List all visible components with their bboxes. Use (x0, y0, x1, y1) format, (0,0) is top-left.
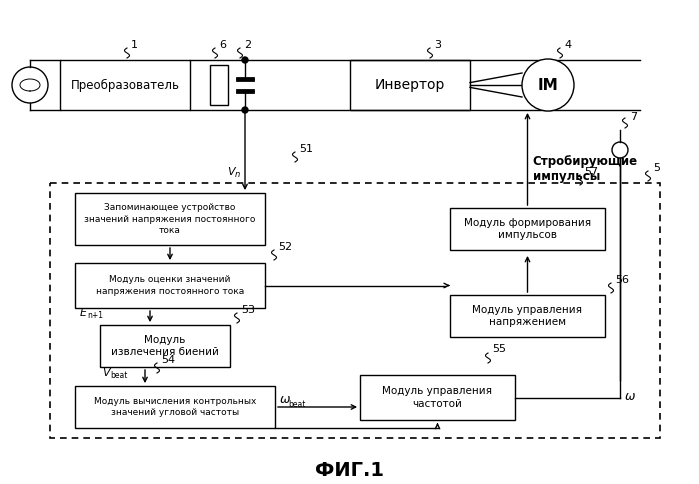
Text: 5: 5 (653, 163, 660, 173)
Text: 56: 56 (615, 275, 629, 285)
Circle shape (242, 57, 248, 63)
Text: Преобразователь: Преобразователь (71, 78, 180, 91)
Text: 51: 51 (299, 144, 313, 154)
Circle shape (522, 59, 574, 111)
Polygon shape (450, 208, 605, 250)
Text: 57: 57 (584, 167, 598, 177)
Text: IM: IM (538, 77, 559, 92)
Text: 53: 53 (241, 305, 255, 315)
Text: 7: 7 (630, 112, 637, 122)
Polygon shape (350, 60, 470, 110)
Text: 3: 3 (434, 40, 441, 50)
Text: Модуль управления
частотой: Модуль управления частотой (382, 386, 493, 408)
Text: beat: beat (110, 371, 127, 380)
Text: 55: 55 (492, 344, 506, 354)
Text: beat: beat (288, 400, 305, 409)
Text: ФИГ.1: ФИГ.1 (315, 460, 384, 480)
Polygon shape (75, 193, 265, 245)
Text: V: V (102, 368, 110, 378)
Text: 2: 2 (244, 40, 251, 50)
Polygon shape (210, 65, 228, 105)
Polygon shape (60, 60, 190, 110)
Polygon shape (450, 295, 605, 337)
Text: n+1: n+1 (87, 311, 103, 320)
Text: Модуль
извлечения биений: Модуль извлечения биений (111, 335, 219, 357)
Text: V: V (227, 167, 235, 177)
Text: Запоминающее устройство
значений напряжения постоянного
тока: Запоминающее устройство значений напряже… (85, 203, 256, 235)
Text: ω: ω (625, 390, 635, 403)
Text: 54: 54 (161, 355, 175, 365)
Text: Модуль управления
напряжением: Модуль управления напряжением (473, 305, 582, 327)
Circle shape (242, 107, 248, 113)
Text: Модуль вычисления контрольных
значений угловой частоты: Модуль вычисления контрольных значений у… (94, 397, 257, 417)
Text: Модуль формирования
импульсов: Модуль формирования импульсов (464, 218, 591, 240)
Text: 52: 52 (278, 242, 292, 252)
Text: Инвертор: Инвертор (375, 78, 445, 92)
Text: 6: 6 (219, 40, 226, 50)
Polygon shape (360, 375, 515, 420)
Polygon shape (100, 325, 230, 367)
Text: Модуль оценки значений
напряжения постоянного тока: Модуль оценки значений напряжения постоя… (96, 275, 244, 296)
Text: 4: 4 (564, 40, 571, 50)
Polygon shape (75, 386, 275, 428)
Text: n: n (235, 170, 240, 179)
Text: ω: ω (280, 393, 291, 406)
Text: 1: 1 (131, 40, 138, 50)
Text: E: E (80, 308, 87, 318)
Text: Стробирующие
импульсы: Стробирующие импульсы (533, 155, 637, 183)
Polygon shape (50, 183, 660, 438)
Polygon shape (75, 263, 265, 308)
